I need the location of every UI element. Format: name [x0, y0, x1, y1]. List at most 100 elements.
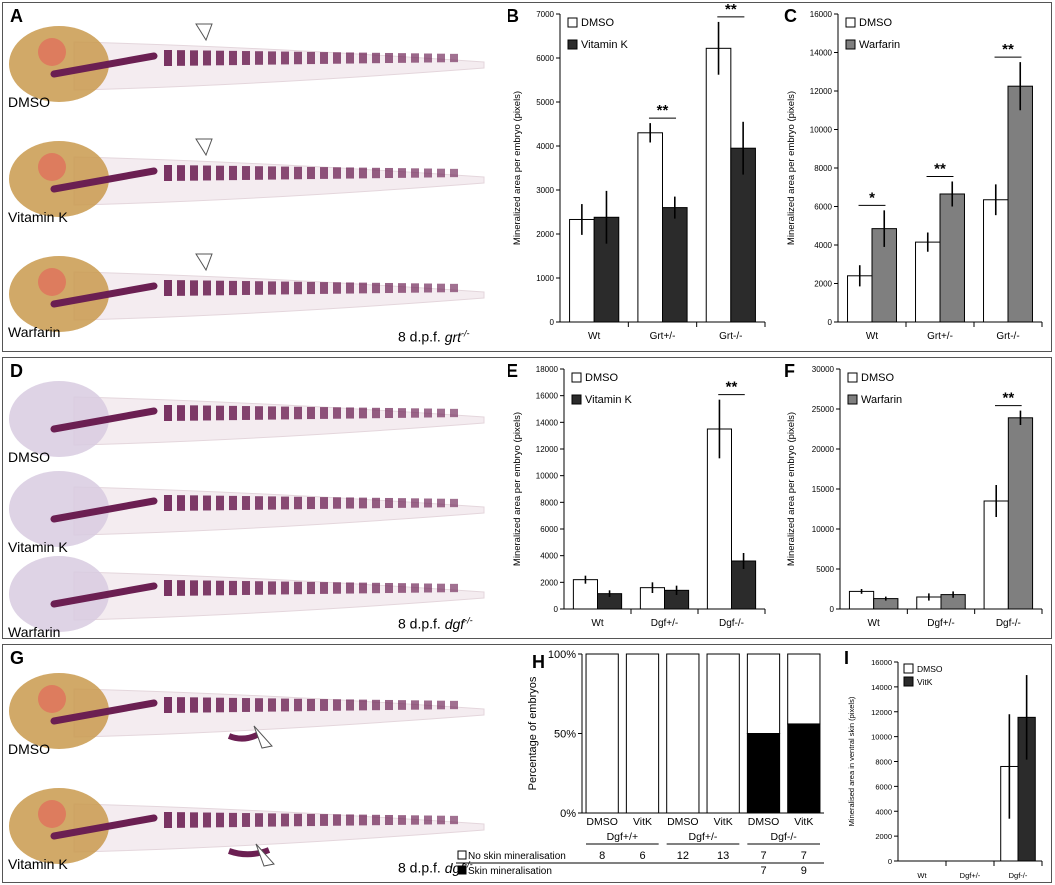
vertebra — [424, 53, 432, 63]
vertebra — [320, 699, 328, 711]
larva-illustration — [9, 23, 485, 332]
y-tick-label: 0 — [554, 605, 559, 614]
vertebra — [190, 495, 198, 511]
bar-warfarin — [1007, 417, 1034, 610]
panel-letter-h: H — [532, 652, 545, 672]
vertebra — [437, 53, 445, 63]
vertebra — [346, 52, 354, 64]
vertebra — [411, 498, 419, 508]
chart-panel-f: F 0 5000 10000 15000 20000 25000 30000 Wt Dgf+/- D… — [784, 361, 1043, 629]
y-tick-label: 4000 — [814, 241, 832, 250]
bar-no-skin-mineralisation — [666, 653, 700, 814]
y-tick-label: 14000 — [810, 49, 833, 58]
vertebra — [294, 698, 302, 712]
vertebra — [385, 582, 393, 594]
vertebra — [398, 53, 406, 63]
vertebra — [398, 283, 406, 293]
vertebra — [372, 814, 380, 826]
y-tick-label: 0% — [560, 808, 576, 820]
vertebra — [437, 408, 445, 418]
vertebra — [177, 165, 185, 181]
y-tick-label: 2000 — [536, 230, 554, 239]
y-axis-label: Mineralized area per embryo (pixels) — [786, 412, 797, 566]
vertebra — [320, 497, 328, 509]
vertebra — [372, 407, 380, 419]
vertebra — [203, 697, 211, 713]
vertebra — [203, 165, 211, 181]
vertebra — [268, 813, 276, 827]
x-tick-label: Dgf+/- — [960, 871, 981, 880]
x-tick-label: VitK — [794, 816, 813, 828]
count-value: 7 — [760, 850, 766, 862]
vertebra — [216, 405, 224, 421]
legend-label: DMSO — [585, 372, 618, 384]
jaw-cartilage — [50, 699, 158, 725]
stage-prefix: 8 d.p.f. — [398, 328, 445, 345]
bar-dmso — [983, 500, 1009, 610]
vertebra — [411, 815, 419, 825]
vertebra — [385, 52, 393, 64]
y-tick-label: 14000 — [871, 683, 892, 692]
vertebra — [359, 582, 367, 594]
vertebra — [333, 582, 341, 594]
treatment-label: Vitamin K — [8, 539, 68, 555]
x-tick-label: Dgf-/- — [719, 618, 744, 629]
vertebra — [398, 583, 406, 593]
vertebra — [242, 406, 250, 420]
vertebra — [281, 166, 289, 180]
vertebra — [398, 168, 406, 178]
vertebra — [255, 51, 263, 65]
vertebra — [203, 50, 211, 66]
vertebra — [346, 582, 354, 594]
vertebra — [450, 408, 458, 418]
vertebra — [190, 280, 198, 296]
larva-illustration — [9, 381, 485, 632]
vertebra — [437, 815, 445, 825]
legend-label: Warfarin — [861, 394, 902, 406]
vertebra — [294, 581, 302, 595]
significance-label: ** — [1002, 41, 1014, 58]
x-tick-label: Dgf-/- — [1009, 871, 1028, 880]
vertebra — [307, 496, 315, 510]
x-tick-label: DMSO — [667, 816, 699, 828]
vertebra — [242, 166, 250, 180]
y-axis-label: Mineralised area in ventral skin (pixels… — [847, 696, 856, 826]
vertebra — [164, 580, 172, 596]
jaw-cartilage — [50, 282, 158, 308]
y-tick-label: 8000 — [540, 498, 558, 507]
vertebra — [242, 813, 250, 827]
vertebra — [216, 165, 224, 181]
vertebra — [359, 282, 367, 294]
legend-swatch — [571, 372, 582, 383]
x-tick-label: Dgf+/- — [651, 618, 679, 629]
vertebra — [411, 53, 419, 63]
vertebra — [268, 698, 276, 712]
stage-genotype: dgf-/- — [444, 615, 473, 632]
larva-1 — [9, 673, 485, 749]
larva-body — [73, 41, 485, 91]
vertebra — [216, 495, 224, 511]
bar-warfarin — [1007, 85, 1033, 323]
chart-panel-i: I 0 2000 4000 6000 8000 10000 12000 14000 16000 Wt… — [844, 648, 1043, 880]
vertebra — [385, 814, 393, 826]
vertebra — [177, 812, 185, 828]
vertebra — [216, 280, 224, 296]
vertebra — [307, 698, 315, 712]
vertebra — [216, 812, 224, 828]
vertebra — [164, 405, 172, 421]
count-value: 6 — [639, 850, 645, 862]
vertebra — [164, 50, 172, 66]
jaw-cartilage — [50, 814, 158, 840]
larva-eye — [38, 38, 66, 66]
x-tick-label: Dgf-/- — [996, 618, 1021, 629]
treatment-label: DMSO — [8, 741, 50, 757]
vertebra — [333, 699, 341, 711]
x-tick-label: Wt — [591, 618, 603, 629]
vertebra — [372, 167, 380, 179]
legend-label: DMSO — [861, 372, 894, 384]
y-axis-label: Mineralized area per embryo (pixels) — [512, 412, 523, 566]
bar-warfarin — [939, 193, 965, 323]
chart-panel-e: E 0 2000 4000 6000 8000 10000 12000 14000 16000 18… — [508, 361, 766, 629]
vertebra — [450, 700, 458, 710]
vertebra — [242, 698, 250, 712]
